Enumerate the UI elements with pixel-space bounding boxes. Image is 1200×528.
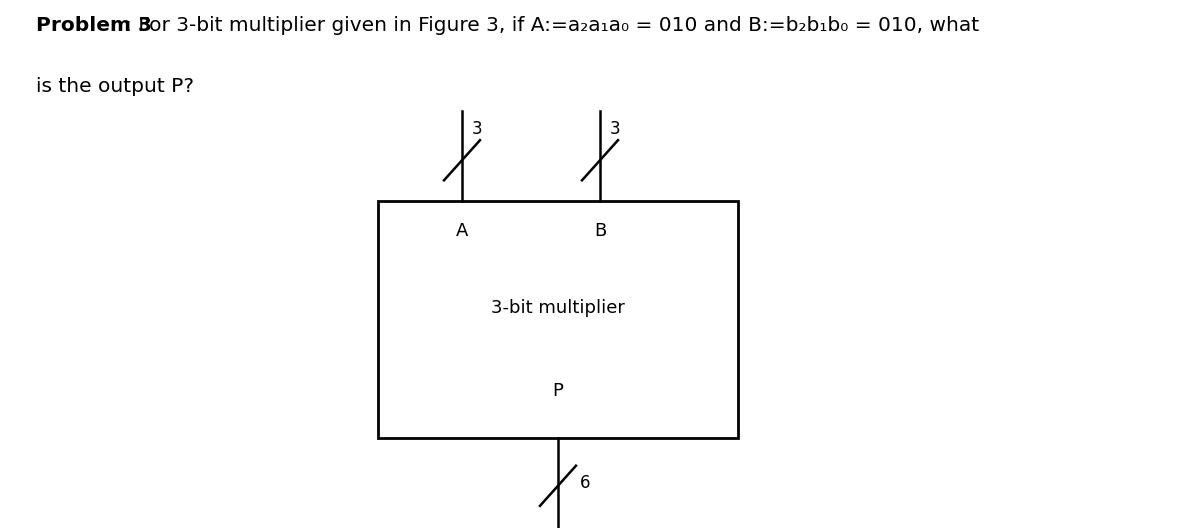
Text: A: A [456, 222, 468, 240]
Text: : For 3-bit multiplier given in Figure 3, if A:=a₂a₁a₀ = 010 and B:=b₂b₁b₀ = 010: : For 3-bit multiplier given in Figure 3… [125, 16, 979, 35]
Bar [378, 201, 738, 438]
Text: 3-bit multiplier: 3-bit multiplier [491, 298, 625, 317]
Text: Problem 3: Problem 3 [36, 16, 152, 35]
Text: 6: 6 [580, 474, 590, 492]
Text: 3: 3 [472, 119, 482, 137]
Text: 3: 3 [610, 119, 620, 137]
Text: P: P [552, 382, 564, 400]
Text: is the output P?: is the output P? [36, 77, 194, 96]
Text: B: B [594, 222, 606, 240]
